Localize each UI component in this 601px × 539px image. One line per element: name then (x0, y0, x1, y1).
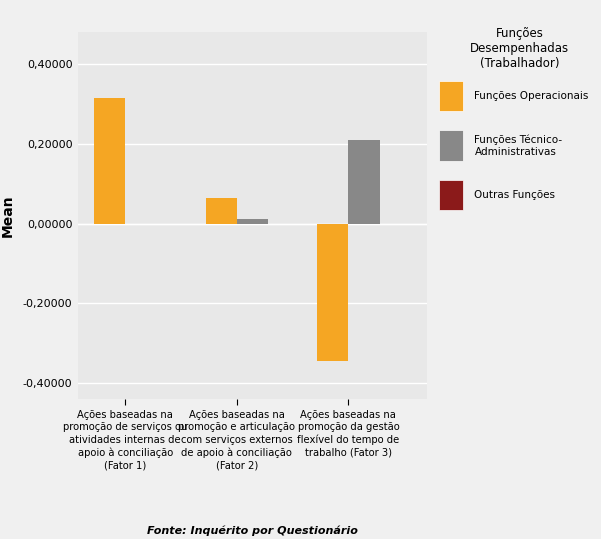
FancyBboxPatch shape (439, 130, 463, 161)
FancyBboxPatch shape (439, 81, 463, 111)
Bar (94, 98, 125, 224)
Bar (349, 140, 380, 224)
Bar (317, 224, 349, 361)
Text: Fonte: Inquérito por Questionário: Fonte: Inquérito por Questionário (147, 525, 358, 536)
Y-axis label: Mean: Mean (1, 194, 14, 237)
Bar (237, 219, 268, 224)
Bar (206, 198, 237, 224)
Text: Funções
Desempenhadas
(Trabalhador): Funções Desempenhadas (Trabalhador) (471, 27, 569, 70)
Text: Outras Funções: Outras Funções (474, 190, 555, 200)
Text: Funções Técnico-
Administrativas: Funções Técnico- Administrativas (474, 134, 563, 157)
Text: Funções Operacionais: Funções Operacionais (474, 91, 589, 101)
FancyBboxPatch shape (439, 180, 463, 210)
